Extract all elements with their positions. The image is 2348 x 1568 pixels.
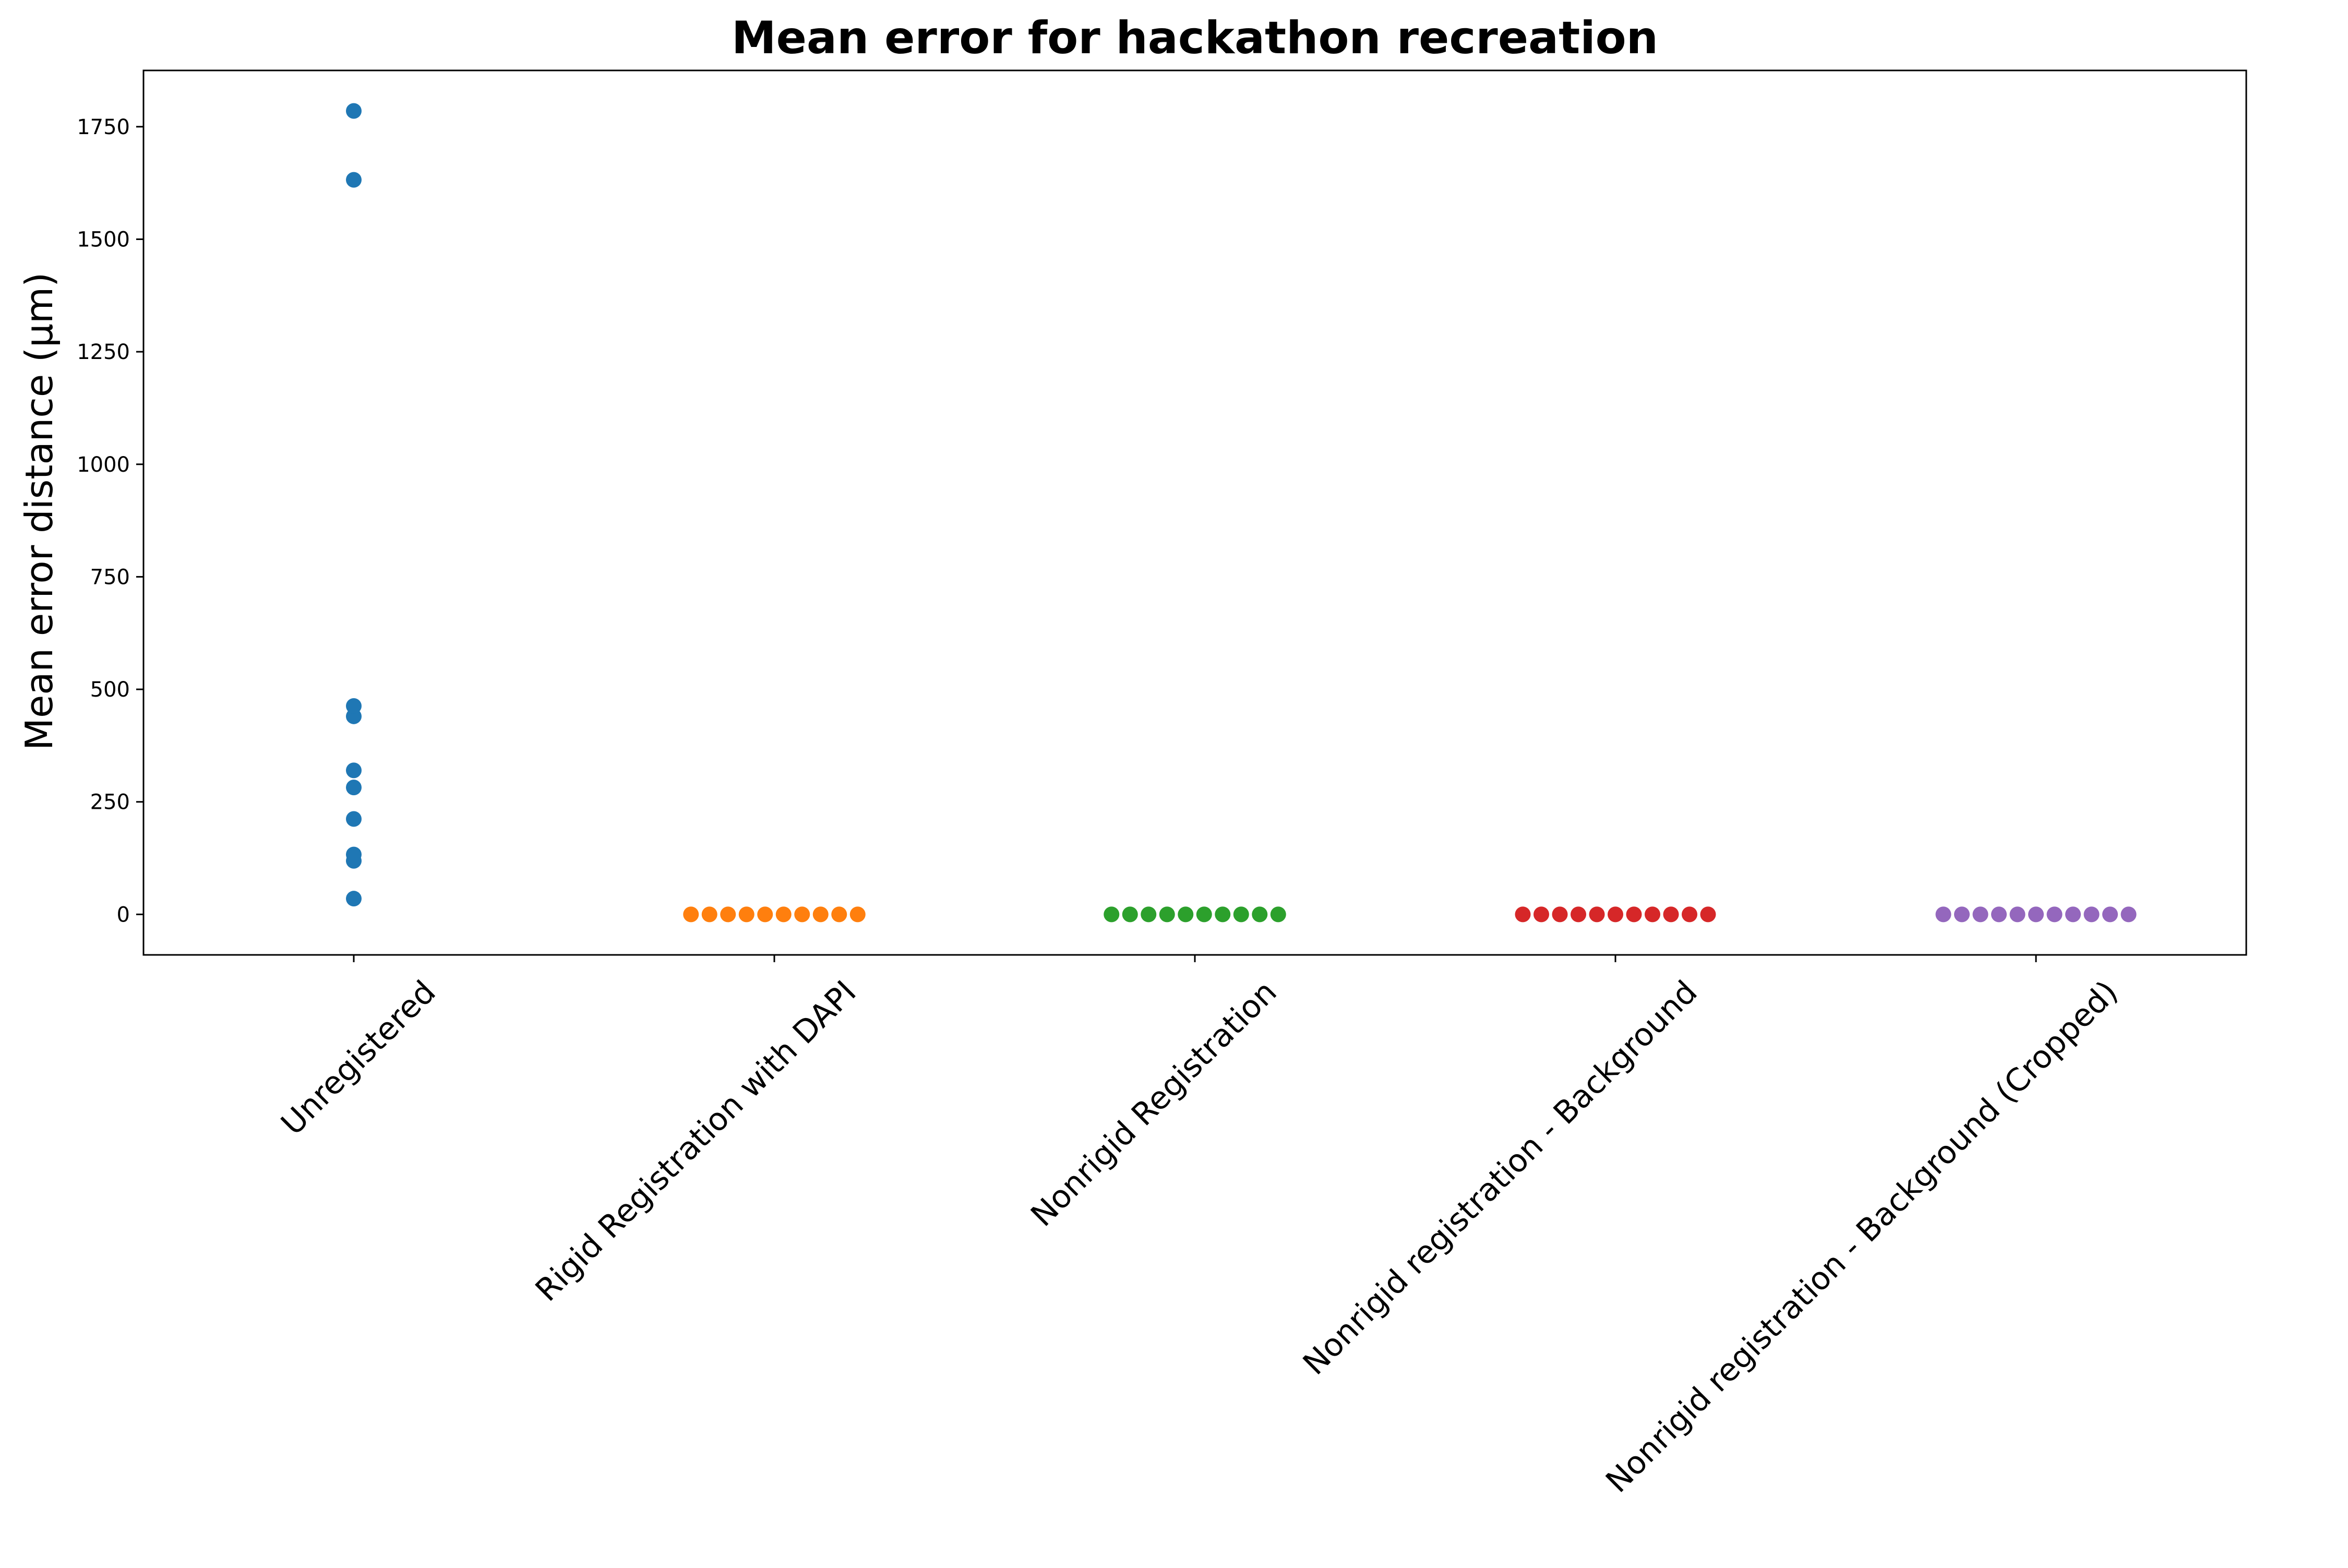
data-point	[849, 906, 866, 923]
data-point	[2102, 906, 2118, 923]
data-points	[346, 103, 2137, 923]
data-point	[1608, 906, 1623, 923]
y-tick-label: 1750	[77, 115, 130, 139]
data-point	[794, 906, 810, 923]
data-point	[1935, 906, 1951, 923]
data-point	[346, 846, 362, 863]
data-point	[1233, 906, 1249, 923]
data-point	[831, 906, 847, 923]
data-point	[2009, 906, 2026, 923]
y-tick-label: 1500	[77, 228, 130, 252]
y-tick-label: 250	[90, 791, 130, 815]
y-tick-label: 1000	[77, 453, 130, 477]
data-point	[683, 906, 699, 923]
data-point	[720, 906, 736, 923]
data-point	[1682, 906, 1697, 923]
y-tick-label: 500	[90, 678, 130, 702]
y-axis-ticks: 0 250 500 750 1000 1250 1500 1750	[77, 115, 143, 927]
data-point	[2065, 906, 2081, 923]
data-point	[346, 780, 362, 796]
data-point	[1571, 906, 1586, 923]
data-point	[1196, 906, 1212, 923]
data-point	[1645, 906, 1660, 923]
data-point	[346, 891, 362, 907]
data-point	[1104, 906, 1120, 923]
y-tick-label: 0	[117, 903, 130, 927]
data-point	[738, 906, 754, 923]
data-point	[757, 906, 773, 923]
data-point	[1159, 906, 1175, 923]
data-point	[1626, 906, 1642, 923]
y-tick-label: 750	[90, 565, 130, 589]
data-point	[1122, 906, 1138, 923]
y-tick-label: 1250	[77, 340, 130, 364]
chart-title: Mean error for hackathon recreation	[732, 12, 1658, 64]
data-point	[1663, 906, 1679, 923]
data-point	[1991, 906, 2007, 923]
data-point	[1178, 906, 1194, 923]
plot-frame	[142, 69, 2247, 956]
data-point	[1252, 906, 1268, 923]
data-point	[1700, 906, 1716, 923]
data-point	[701, 906, 717, 923]
data-point	[346, 762, 362, 779]
data-point	[775, 906, 792, 923]
data-point	[346, 103, 362, 119]
data-point	[1552, 906, 1568, 923]
data-point	[2121, 906, 2137, 923]
data-point	[2028, 906, 2044, 923]
data-point	[1954, 906, 1970, 923]
data-point	[1589, 906, 1605, 923]
data-point	[2046, 906, 2063, 923]
data-point	[1270, 906, 1286, 923]
data-point	[346, 811, 362, 827]
data-point	[1215, 906, 1231, 923]
data-point	[1515, 906, 1531, 923]
data-point	[1534, 906, 1549, 923]
data-point	[812, 906, 829, 923]
data-point	[2083, 906, 2100, 923]
data-point	[346, 698, 362, 714]
data-point	[1141, 906, 1157, 923]
y-axis-label: Mean error distance (µm)	[17, 272, 61, 750]
data-point	[1972, 906, 1988, 923]
data-point	[346, 172, 362, 188]
